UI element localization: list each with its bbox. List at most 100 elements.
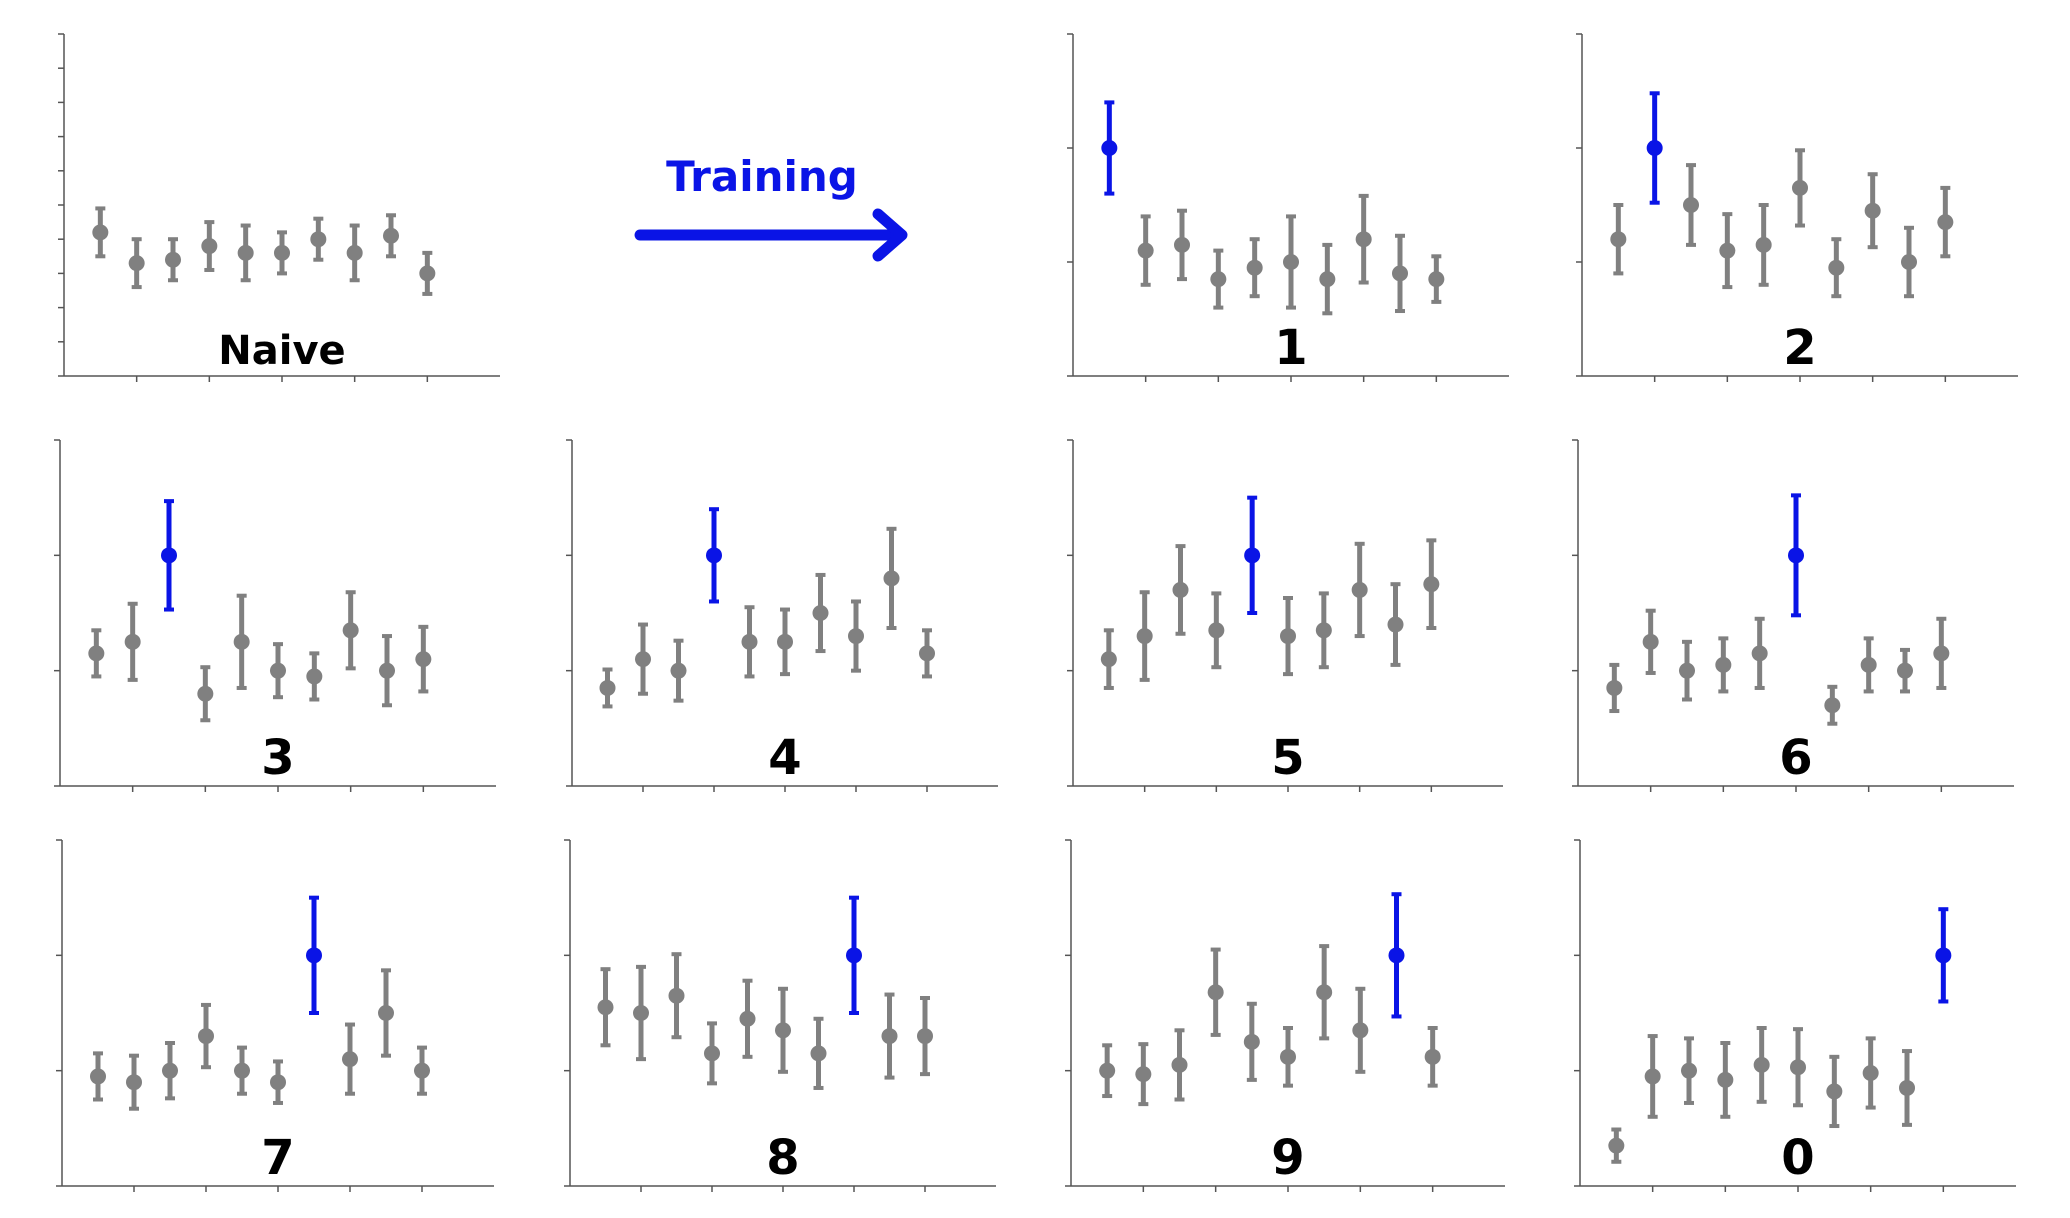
mean-marker	[741, 633, 758, 650]
data-point	[1717, 1040, 1734, 1119]
panel-digit-4: 4	[566, 439, 998, 792]
data-point	[201, 220, 218, 272]
mean-marker	[233, 633, 250, 650]
highlighted-data-point	[1935, 907, 1952, 1004]
mean-marker	[342, 1051, 358, 1068]
mean-marker	[1792, 179, 1808, 196]
mean-marker	[1826, 1083, 1843, 1100]
panel-label: 0	[1781, 1130, 1814, 1186]
data-point	[1644, 1034, 1661, 1119]
mean-marker	[597, 999, 614, 1016]
mean-marker	[90, 1068, 106, 1085]
data-point	[1243, 1001, 1260, 1082]
data-point	[668, 952, 685, 1040]
mean-marker	[1828, 259, 1845, 276]
mean-marker	[128, 255, 145, 272]
data-point	[1135, 1042, 1152, 1107]
mean-marker	[1644, 1068, 1661, 1085]
mean-marker	[415, 651, 432, 668]
data-point	[704, 1021, 720, 1086]
panel-label: 5	[1271, 730, 1304, 786]
data-point	[92, 206, 109, 259]
panel-digit-9: 9	[1065, 839, 1505, 1192]
data-point	[633, 964, 649, 1062]
data-point	[306, 651, 323, 702]
panel-label: Naive	[218, 328, 345, 374]
mean-marker	[739, 1010, 756, 1027]
mean-marker	[1100, 651, 1117, 668]
mean-marker	[1101, 140, 1118, 156]
mean-marker	[1715, 656, 1732, 673]
data-point	[1316, 944, 1333, 1041]
mean-marker	[1751, 645, 1768, 662]
mean-marker	[883, 570, 900, 587]
data-point	[274, 230, 290, 276]
mean-marker	[706, 547, 722, 564]
panel-label: 4	[768, 730, 801, 786]
training-label: Training	[666, 152, 858, 201]
mean-marker	[1424, 1048, 1441, 1065]
mean-marker	[1897, 662, 1913, 679]
mean-marker	[165, 251, 181, 268]
mean-marker	[1355, 231, 1372, 248]
panel-digit-5: 5	[1067, 439, 1503, 792]
mean-marker	[201, 238, 218, 255]
data-point	[597, 967, 614, 1048]
data-point	[1606, 662, 1623, 714]
data-point	[1392, 233, 1408, 314]
data-point	[237, 223, 254, 283]
data-point	[1751, 616, 1768, 690]
data-point	[777, 607, 793, 677]
panel-digit-7: 7	[56, 839, 494, 1192]
data-point	[919, 628, 935, 679]
mean-marker	[1171, 1056, 1188, 1073]
data-point	[670, 638, 687, 703]
mean-marker	[1172, 581, 1189, 598]
mean-marker	[1280, 1048, 1296, 1065]
highlighted-data-point	[306, 895, 322, 1015]
data-point	[1679, 639, 1695, 702]
mean-marker	[1610, 231, 1627, 248]
panel-digit-8: 8	[564, 839, 996, 1192]
data-point	[775, 986, 791, 1074]
panel-label: 2	[1783, 320, 1816, 376]
panel-label: 7	[261, 1130, 294, 1186]
mean-marker	[1280, 628, 1296, 645]
mean-marker	[1246, 259, 1263, 276]
mean-marker	[383, 227, 399, 244]
data-point	[1280, 596, 1296, 677]
mean-marker	[197, 685, 214, 702]
mean-marker	[1315, 622, 1332, 639]
data-point	[1283, 214, 1299, 310]
mean-marker	[668, 987, 685, 1004]
data-point	[812, 572, 829, 654]
data-point	[883, 526, 900, 630]
mean-marker	[1646, 140, 1663, 156]
data-point	[1315, 591, 1332, 670]
data-point	[346, 223, 363, 283]
mean-marker	[1210, 271, 1227, 288]
mean-marker	[92, 224, 109, 241]
mean-marker	[1319, 271, 1336, 288]
highlighted-data-point	[1244, 495, 1261, 615]
mean-marker	[237, 244, 254, 261]
mean-marker	[1933, 645, 1950, 662]
mean-marker	[919, 645, 935, 662]
mean-marker	[270, 1074, 286, 1091]
data-point	[88, 628, 105, 679]
data-point	[126, 1053, 142, 1111]
mean-marker	[306, 947, 322, 964]
data-point	[1790, 1027, 1806, 1108]
mean-marker	[306, 668, 323, 685]
mean-marker	[198, 1028, 214, 1045]
mean-marker	[342, 622, 359, 639]
data-point	[741, 605, 758, 679]
mean-marker	[270, 662, 286, 679]
panel-digit-0: 0	[1574, 839, 2016, 1192]
mean-marker	[378, 1005, 394, 1021]
mean-marker	[162, 1062, 178, 1079]
mean-marker	[126, 1074, 142, 1091]
data-point	[1387, 582, 1404, 667]
mean-marker	[704, 1045, 720, 1062]
data-point	[1280, 1025, 1296, 1088]
